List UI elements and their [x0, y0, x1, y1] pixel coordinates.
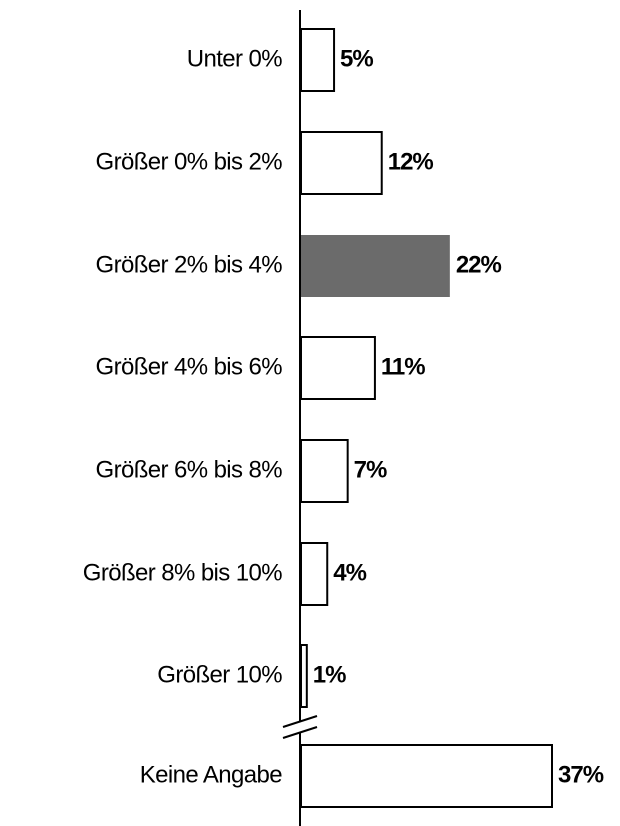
bar [300, 336, 376, 400]
value-label: 4% [333, 559, 366, 586]
category-label: Größer 0% bis 2% [96, 148, 283, 175]
bar [300, 644, 308, 708]
axis-break [282, 715, 318, 728]
category-label: Größer 8% bis 10% [83, 559, 282, 586]
category-label: Größer 4% bis 6% [96, 353, 283, 380]
category-label: Größer 10% [157, 661, 282, 688]
bar [300, 131, 383, 195]
bar [300, 744, 553, 808]
value-label: 7% [354, 456, 387, 483]
value-label: 1% [313, 661, 346, 688]
value-label: 5% [340, 45, 373, 72]
value-label: 22% [456, 251, 502, 278]
category-label: Größer 2% bis 4% [96, 251, 283, 278]
category-label: Unter 0% [187, 45, 283, 72]
axis-break [282, 726, 318, 739]
bar [300, 439, 349, 503]
value-label: 37% [558, 761, 604, 788]
category-label: Größer 6% bis 8% [96, 456, 283, 483]
bar [301, 235, 450, 297]
value-label: 12% [388, 148, 434, 175]
category-label: Keine Angabe [140, 761, 283, 788]
value-label: 11% [381, 353, 425, 380]
bar [300, 542, 329, 606]
bar [300, 28, 336, 92]
